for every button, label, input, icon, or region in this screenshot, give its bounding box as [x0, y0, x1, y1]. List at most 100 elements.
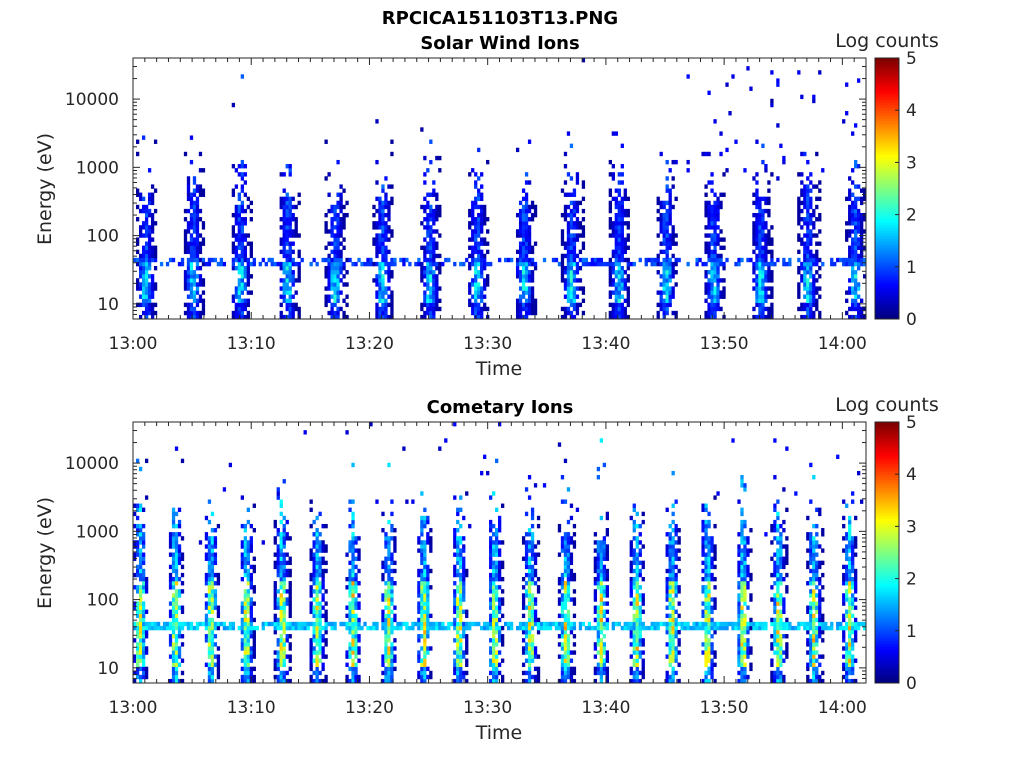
spectrogram-cell [767, 180, 771, 185]
spectrogram-cell [381, 306, 385, 312]
spectrogram-cell [336, 278, 340, 283]
spectrogram-cell [330, 204, 334, 210]
spectrogram-cell [489, 662, 493, 667]
spectrogram-cell [237, 306, 241, 312]
spectrogram-cell [297, 265, 301, 271]
spectrogram-cell [276, 617, 280, 623]
spectrogram-cell [848, 188, 852, 193]
spectrogram-cell [581, 225, 586, 230]
spectrogram-cell [240, 544, 244, 549]
spectrogram-cell [456, 605, 460, 610]
spectrogram-cell [530, 638, 535, 643]
spectrogram-cell [246, 678, 250, 684]
spectrogram-cell [288, 168, 292, 173]
spectrogram-cell [770, 270, 774, 275]
spectrogram-cell [213, 601, 218, 606]
spectrogram-cell [324, 544, 328, 549]
spectrogram-cell [183, 249, 188, 255]
spectrogram-cell [614, 294, 618, 299]
spectrogram-cell [429, 261, 433, 267]
spectrogram-cell [501, 560, 505, 566]
spectrogram-cell [423, 605, 427, 610]
spectrogram-cell [536, 589, 541, 594]
spectrogram-cell [141, 282, 146, 287]
spectrogram-cell [566, 564, 571, 570]
spectrogram-cell [135, 286, 140, 291]
spectrogram-cell [459, 581, 463, 586]
spectrogram-cell [387, 208, 391, 214]
spectrogram-cell [195, 208, 200, 214]
spectrogram-cell [527, 572, 532, 578]
spectrogram-cell [330, 294, 334, 299]
spectrogram-cell [312, 638, 316, 643]
spectrogram-cell [578, 200, 583, 206]
spectrogram-cell [456, 511, 460, 517]
spectrogram-cell [150, 237, 155, 242]
spectrogram-cell [857, 237, 861, 242]
spectrogram-cell [707, 253, 711, 259]
spectrogram-cell [492, 548, 496, 553]
spectrogram-cell [288, 233, 292, 238]
spectrogram-cell [462, 597, 466, 602]
spectrogram-cell [848, 253, 852, 259]
spectrogram-cell [171, 544, 176, 549]
spectrogram-cell [378, 249, 382, 255]
spectrogram-cell [755, 221, 759, 226]
spectrogram-cell [141, 290, 146, 295]
spectrogram-cell [168, 552, 173, 557]
spectrogram-cell [222, 621, 227, 627]
spectrogram-cell [183, 208, 188, 214]
spectrogram-cell [617, 310, 621, 316]
spectrogram-cell [495, 638, 499, 643]
spectrogram-cell [279, 286, 283, 291]
spectrogram-cell [854, 212, 858, 218]
spectrogram-cell [803, 274, 807, 279]
spectrogram-cell [396, 621, 400, 627]
spectrogram-cell [327, 253, 331, 259]
spectrogram-cell [617, 306, 621, 312]
spectrogram-cell [324, 270, 328, 275]
spectrogram-cell [797, 217, 801, 222]
spectrogram-cell [665, 270, 669, 275]
spectrogram-cell [279, 670, 283, 676]
spectrogram-cell [186, 176, 191, 181]
spectrogram-cell [330, 241, 334, 246]
spectrogram-cell [483, 306, 487, 312]
spectrogram-cell [477, 241, 481, 246]
spectrogram-cell [195, 310, 200, 316]
spectrogram-cell [285, 560, 289, 566]
spectrogram-cell [231, 233, 236, 238]
spectrogram-cell [566, 229, 571, 234]
spectrogram-cell [312, 678, 316, 684]
spectrogram-cell [177, 589, 182, 594]
spectrogram-cell [492, 650, 496, 655]
spectrogram-cell [381, 208, 385, 214]
spectrogram-cell [243, 674, 247, 680]
spectrogram-cell [297, 200, 301, 206]
spectrogram-cell [174, 597, 179, 602]
spectrogram-cell [318, 585, 322, 590]
spectrogram-cell [195, 298, 200, 303]
spectrogram-cell [803, 188, 807, 193]
spectrogram-cell [144, 589, 149, 594]
spectrogram-cell [480, 249, 484, 255]
spectrogram-cell [384, 544, 388, 549]
spectrogram-cell [812, 208, 816, 214]
spectrogram-cell [282, 658, 286, 663]
colorbar-segment [875, 264, 899, 268]
spectrogram-cell [243, 302, 247, 308]
spectrogram-cell [282, 290, 286, 295]
spectrogram-cell [279, 609, 283, 614]
colorbar-segment [875, 73, 899, 77]
spectrogram-cell [530, 601, 535, 606]
spectrogram-cell [297, 270, 301, 275]
spectrogram-cell [521, 253, 526, 259]
spectrogram-cell [336, 265, 340, 271]
spectrogram-cell [420, 605, 424, 610]
spectrogram-cell [477, 257, 481, 263]
spectrogram-cell [357, 581, 361, 586]
colorbar-segment [875, 279, 899, 283]
spectrogram-cell [276, 658, 280, 663]
spectrogram-cell [659, 306, 663, 312]
spectrogram-cell [252, 646, 256, 651]
